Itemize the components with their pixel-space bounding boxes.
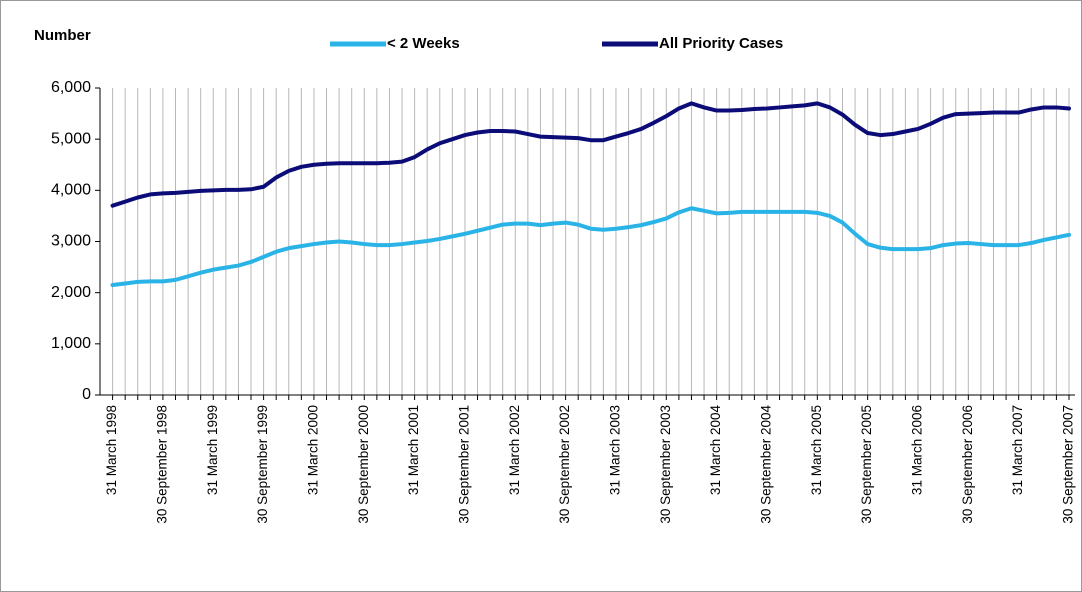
x-tick-label: 30 September 2002 — [557, 405, 572, 524]
x-tick-label: 30 September 1999 — [255, 405, 270, 524]
x-tick-label: 30 September 1998 — [154, 405, 169, 524]
x-tick-label: 31 March 2002 — [507, 405, 522, 495]
series-line — [110, 206, 1071, 287]
x-tick-label: 30 September 2001 — [457, 405, 472, 524]
y-tick-label: 3,000 — [51, 233, 91, 250]
x-tick-label: 31 March 1998 — [104, 405, 119, 495]
x-tick-label: 30 September 2000 — [356, 405, 371, 524]
y-tick-label: 4,000 — [51, 182, 91, 199]
x-tick-label: 31 March 2006 — [910, 405, 925, 495]
y-tick-label: 6,000 — [51, 79, 91, 96]
x-tick-label: 30 September 2003 — [658, 405, 673, 524]
y-tick-label: 2,000 — [51, 284, 91, 301]
x-tick-label: 30 September 2007 — [1061, 405, 1076, 524]
x-tick-label: 31 March 1999 — [205, 405, 220, 495]
y-tick-label: 5,000 — [51, 130, 91, 147]
x-tick-label: 31 March 2004 — [708, 405, 723, 496]
x-tick-label: 30 September 2006 — [960, 405, 975, 524]
x-tick-label: 30 September 2005 — [859, 405, 874, 524]
legend-label: All Priority Cases — [659, 35, 783, 52]
legend-label: < 2 Weeks — [387, 35, 460, 52]
x-tick-label: 31 March 2005 — [809, 405, 824, 495]
y-tick-label: 1,000 — [51, 335, 91, 352]
x-tick-label: 30 September 2004 — [759, 405, 774, 524]
x-tick-label: 31 March 2001 — [406, 405, 421, 495]
y-tick-label: 0 — [82, 386, 91, 403]
series-line — [110, 101, 1071, 208]
x-tick-label: 31 March 2003 — [608, 405, 623, 495]
x-tick-label: 31 March 2000 — [305, 405, 320, 495]
chart-title: Number — [34, 27, 91, 44]
x-tick-label: 31 March 2007 — [1010, 405, 1025, 495]
